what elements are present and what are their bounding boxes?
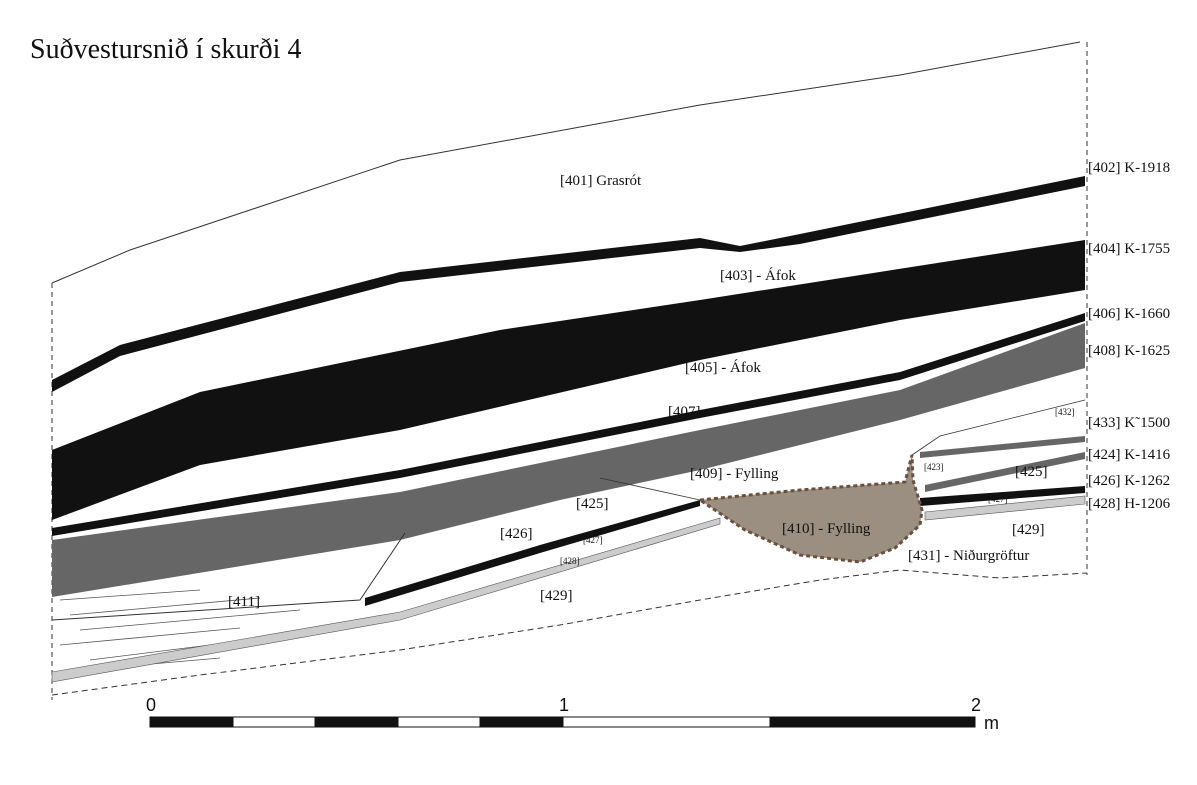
layer-label: [425] xyxy=(1015,464,1048,480)
layer-label: [403] - Áfok xyxy=(720,267,796,284)
layer-label: [432] xyxy=(1055,407,1075,417)
layer-408 xyxy=(52,323,1085,597)
layer-label: [429] xyxy=(1012,522,1045,538)
layer-426 xyxy=(365,500,700,606)
layer-label: [428] xyxy=(560,556,580,566)
scale-tick-label: 2 xyxy=(971,695,981,715)
scale-segment xyxy=(397,716,481,728)
fill-410 xyxy=(695,454,924,564)
layer-404 xyxy=(52,240,1085,520)
scale-segment xyxy=(769,716,976,728)
scale-unit: m xyxy=(984,713,999,733)
layer-label: [429] xyxy=(540,588,573,604)
right-label: [402] K-1918 xyxy=(1088,160,1170,176)
scale-tick-label: 1 xyxy=(559,695,569,715)
right-label: [424] K-1416 xyxy=(1088,447,1171,463)
layer-label: [423] xyxy=(924,462,944,472)
layer-label: [431] - Niðurgröftur xyxy=(908,548,1029,564)
layer-402 xyxy=(52,176,1085,392)
layer-label: [401] Grasrót xyxy=(560,173,642,189)
scale-bar: 0 1 2m xyxy=(146,695,999,733)
scale-segment xyxy=(232,716,316,728)
layer-406 xyxy=(52,313,1085,536)
cut-lines xyxy=(599,399,1086,501)
right-label: [433] K˜1500 xyxy=(1088,415,1170,431)
scale-segment xyxy=(314,716,399,728)
scale-segment xyxy=(149,716,234,728)
scale-segment xyxy=(562,716,771,728)
layer-label: [410] - Fylling xyxy=(782,521,871,537)
layer-label: [426] xyxy=(500,526,533,542)
layer-label: [405] - Áfok xyxy=(685,359,761,376)
right-label: [426] K-1262 xyxy=(1088,473,1170,489)
scale-segment xyxy=(479,716,564,728)
title: Suðvestursnið í skurði 4 xyxy=(30,34,301,65)
layer-label: [409] - Fylling xyxy=(690,466,779,482)
layer-428-right xyxy=(924,495,1086,521)
layer-411-boundary xyxy=(51,532,406,621)
right-label: [404] K-1755 xyxy=(1088,241,1170,257)
layer-label: [427] xyxy=(583,535,603,545)
right-label: [428] H-1206 xyxy=(1088,496,1171,512)
scale-tick-label: 0 xyxy=(146,695,156,715)
layer-426-right xyxy=(920,486,1085,506)
right-label: [406] K-1660 xyxy=(1088,306,1170,322)
layer-411-hatching xyxy=(59,589,331,673)
layer-label: [407] xyxy=(668,404,701,420)
layer-label: [411] xyxy=(228,594,260,610)
layer-label: [425] xyxy=(576,496,609,512)
layer-label: [427] xyxy=(988,494,1008,504)
right-label: [408] K-1625 xyxy=(1088,343,1170,359)
layer-428 xyxy=(51,517,721,683)
layers-423-424 xyxy=(920,436,1085,492)
